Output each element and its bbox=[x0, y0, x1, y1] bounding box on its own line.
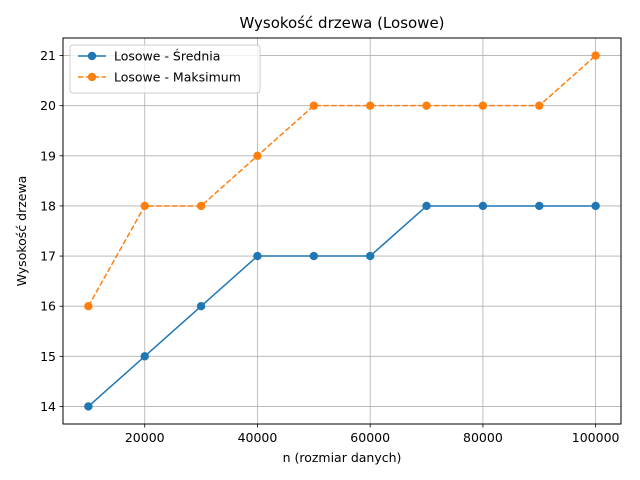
y-tick-label: 17 bbox=[40, 249, 56, 264]
y-tick-label: 15 bbox=[40, 349, 56, 364]
legend: Losowe - Średnia Losowe - Maksimum bbox=[69, 44, 261, 94]
data-point bbox=[253, 151, 262, 161]
data-point bbox=[535, 201, 544, 211]
data-point bbox=[478, 201, 488, 211]
legend-item: Losowe - Maksimum bbox=[78, 70, 241, 85]
data-point bbox=[84, 301, 93, 311]
y-tick-label: 16 bbox=[40, 299, 56, 314]
data-point bbox=[196, 201, 206, 211]
plot-area bbox=[62, 37, 622, 425]
data-point bbox=[196, 301, 206, 311]
legend-label: Losowe - Średnia bbox=[114, 49, 220, 64]
y-tick-label: 20 bbox=[40, 98, 56, 113]
x-tick-label: 20000 bbox=[125, 430, 165, 445]
x-axis-label: n (rozmiar danych) bbox=[283, 450, 402, 465]
data-point bbox=[591, 51, 600, 60]
chart-title: Wysokość drzewa (Losowe) bbox=[239, 14, 444, 32]
series-line bbox=[87, 54, 597, 307]
x-tick-label: 80000 bbox=[463, 430, 503, 445]
data-point bbox=[422, 201, 431, 211]
grid bbox=[63, 38, 621, 424]
legend-box bbox=[69, 44, 261, 94]
series-line bbox=[87, 205, 596, 408]
series-mean bbox=[84, 201, 600, 411]
y-tick-label: 19 bbox=[40, 148, 56, 163]
data-point bbox=[140, 201, 149, 211]
x-tick-label: 60000 bbox=[350, 430, 390, 445]
x-tick-label: 40000 bbox=[238, 430, 278, 445]
data-point bbox=[140, 352, 149, 361]
data-point bbox=[84, 402, 93, 411]
y-tick-label: 18 bbox=[40, 198, 56, 213]
data-point bbox=[535, 101, 544, 110]
legend-marker bbox=[87, 51, 97, 61]
legend-marker bbox=[87, 72, 97, 82]
y-tick-label: 14 bbox=[40, 399, 56, 414]
series-layer bbox=[84, 51, 600, 411]
y-axis-label: Wysokość drzewa bbox=[14, 176, 29, 287]
data-point bbox=[309, 251, 319, 261]
x-tick-label: 100000 bbox=[572, 430, 620, 445]
ticks: 20000 40000 60000 80000 100000 14 15 16 17 18 19 20… bbox=[40, 48, 619, 445]
legend-label: Losowe - Maksimum bbox=[114, 70, 241, 85]
series-max bbox=[84, 51, 600, 311]
data-point bbox=[309, 101, 319, 110]
data-point bbox=[478, 101, 488, 110]
data-point bbox=[253, 251, 262, 261]
data-point bbox=[591, 201, 600, 211]
data-point bbox=[422, 101, 431, 110]
legend-item: Losowe - Średnia bbox=[78, 49, 220, 64]
y-tick-label: 21 bbox=[40, 48, 56, 63]
data-point bbox=[365, 101, 375, 110]
data-point bbox=[365, 251, 375, 261]
